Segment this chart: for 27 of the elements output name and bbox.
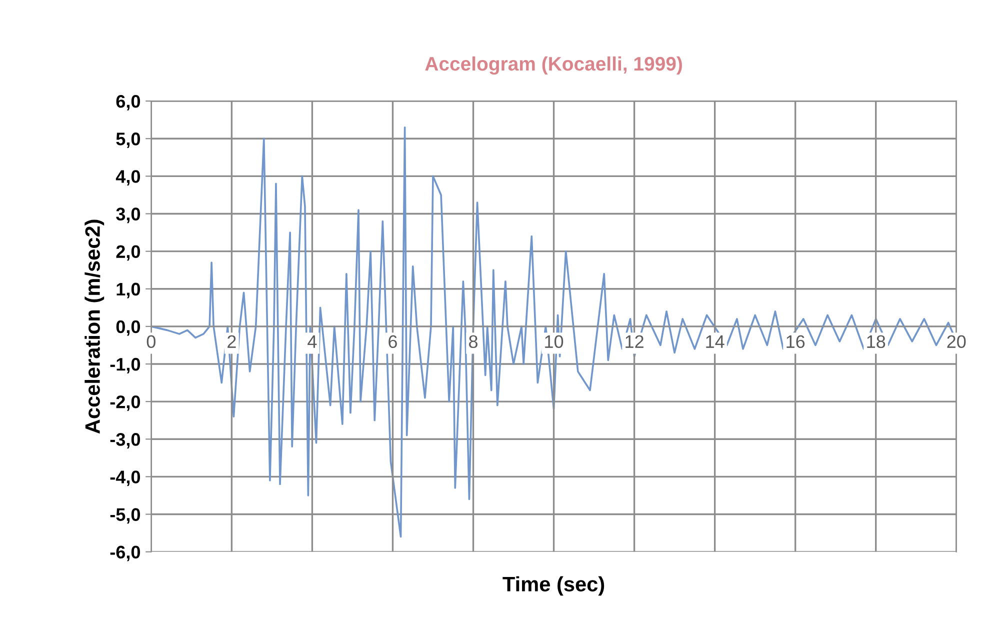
y-tick-label: 0,0 (116, 320, 140, 336)
y-tick-label: -4,0 (110, 470, 140, 486)
y-tick-label: -3,0 (110, 433, 140, 448)
x-tick-label: 4 (308, 335, 317, 348)
y-tick-label: 2,0 (116, 245, 140, 261)
y-tick-label: -5,0 (110, 508, 140, 524)
y-tick-label: 3,0 (116, 208, 140, 224)
x-tick-label: 18 (867, 335, 886, 348)
y-tick-label: -2,0 (110, 395, 140, 411)
x-tick-label: 20 (947, 335, 966, 348)
y-tick-label: 4,0 (116, 170, 140, 186)
x-tick-label: 10 (545, 335, 564, 348)
y-tick-label: 5,0 (116, 132, 140, 148)
y-axis-title: Acceleration (m/sec2) (84, 220, 104, 434)
x-axis-title: Time (sec) (502, 576, 604, 596)
chart-title: Accelogram (Kocaelli, 1999) (425, 56, 682, 75)
x-tick-label: 8 (469, 335, 478, 348)
y-tick-label: -1,0 (110, 358, 140, 374)
x-tick-label: 6 (388, 335, 397, 348)
y-tick-label: -6,0 (110, 546, 140, 562)
x-tick-label: 12 (626, 335, 644, 348)
x-tick-label: 2 (228, 335, 236, 348)
y-tick-label: 1,0 (116, 282, 140, 298)
y-tick-label: 6,0 (116, 94, 140, 110)
x-tick-label: 14 (706, 335, 724, 348)
x-tick-label: 0 (146, 335, 156, 348)
x-tick-label: 16 (786, 335, 805, 348)
